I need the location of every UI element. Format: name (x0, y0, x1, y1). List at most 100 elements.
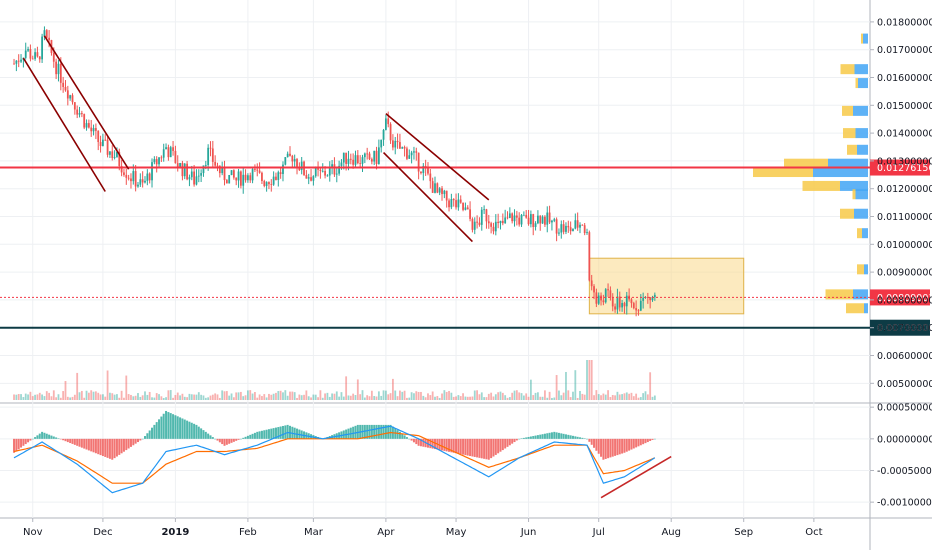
candle-body (567, 225, 570, 228)
volume-bar (45, 391, 48, 400)
macd-histogram-bar (92, 438, 95, 453)
macd-histogram-bar (134, 438, 137, 444)
volume-bar (632, 396, 635, 400)
macd-histogram-bar (483, 438, 486, 459)
signal-line (13, 431, 656, 484)
candle-body (333, 164, 336, 175)
volume-bar (639, 397, 642, 400)
volume-bar (165, 397, 167, 400)
macd-histogram-bar (29, 438, 32, 441)
candle-body (422, 165, 425, 174)
volume-bar (609, 397, 612, 400)
volume-bar (370, 390, 373, 400)
volume-bar (338, 396, 341, 400)
macd-histogram-bar (457, 438, 460, 454)
volume-bar (483, 397, 486, 400)
macd-histogram-bar (172, 414, 175, 439)
volume-profile-sell (858, 78, 868, 89)
volume-profile-buy (857, 264, 864, 275)
volume-bar (406, 397, 408, 400)
macd-histogram-bar (125, 438, 128, 451)
axes: 0.01800000 0.01700000 0.01600000 0.01500000… (23, 17, 932, 538)
candle-body (401, 147, 404, 149)
candle-body (144, 180, 146, 183)
volume-bar (64, 381, 67, 400)
macd-histogram-bar (508, 438, 511, 446)
macd-histogram-bar (555, 432, 558, 439)
candle-body (73, 102, 76, 110)
macd-histogram-bar (370, 424, 373, 439)
volume-bar (345, 376, 348, 400)
macd-histogram-bar (76, 438, 79, 446)
volume-bar (321, 397, 324, 400)
candle-body (78, 113, 81, 115)
volume-bar (48, 392, 51, 400)
macd-histogram-bar (373, 424, 376, 439)
macd-histogram-bar (148, 430, 151, 439)
macd-histogram-bar (579, 437, 581, 439)
macd-histogram-bar (473, 438, 476, 457)
macd-histogram-bar (478, 438, 481, 458)
candle-body (328, 167, 331, 176)
candle-body (286, 153, 289, 158)
candle-body (36, 52, 39, 57)
macd-histogram-bar (569, 435, 572, 439)
volume-bars (13, 360, 656, 400)
candle-body (244, 174, 247, 181)
price-label-text: 0.00700000 (877, 323, 932, 334)
horizontal-lines: 0.01276156 0.00809001 0.00700000 (0, 159, 932, 336)
candle-body (375, 150, 378, 164)
candle-body (214, 161, 217, 166)
volume-bar (600, 395, 602, 400)
macd-histogram-bar (581, 437, 584, 439)
candle-body (310, 177, 312, 181)
volume-bar (200, 394, 203, 400)
macd-histogram-bar (497, 438, 500, 454)
macd-histogram-bar (422, 438, 425, 447)
candle-body (548, 212, 551, 223)
volume-bar (347, 395, 350, 400)
candle-body (239, 171, 242, 186)
volume-bar (99, 394, 102, 400)
candle-body (600, 295, 602, 301)
macd-histogram-bar (377, 424, 380, 439)
volume-bar (144, 391, 146, 400)
macd-histogram-bar (17, 438, 20, 450)
volume-bar (401, 391, 404, 400)
macd-histogram-bar (639, 438, 642, 446)
candle-body (223, 166, 226, 181)
price-tick-label: 0.00900000 (877, 268, 932, 279)
candle-body (176, 163, 179, 167)
candle-body (347, 158, 350, 164)
volume-profile-sell (862, 228, 868, 239)
candle-body (609, 290, 612, 298)
candle-body (410, 152, 413, 156)
volume-bar (441, 393, 443, 400)
candle-body (237, 171, 240, 181)
volume-bar (256, 397, 259, 400)
candle-body (225, 180, 228, 184)
candle-body (123, 172, 125, 175)
candle-body (265, 182, 268, 186)
candle-body (106, 139, 109, 155)
time-tick-label: May (446, 527, 467, 538)
macd-histogram-bar (57, 438, 60, 439)
macd-histogram-bar (64, 438, 67, 442)
macd-histogram-bar (106, 438, 109, 458)
macd-histogram-bar (448, 438, 451, 452)
candle-body (20, 59, 22, 62)
volume-bar (303, 394, 305, 400)
macd-histogram-bar (80, 438, 83, 448)
volume-profile-sell (813, 167, 868, 178)
macd-histogram-bar (518, 438, 521, 440)
volume-bar (148, 391, 151, 400)
candle-body (291, 155, 294, 162)
macd-line (13, 425, 656, 494)
macd-histogram-bar (469, 438, 472, 457)
volume-bar (66, 396, 69, 400)
candle-body (469, 209, 471, 219)
candle-body (611, 297, 614, 307)
candle-body (595, 292, 598, 304)
volume-bar (537, 392, 539, 400)
